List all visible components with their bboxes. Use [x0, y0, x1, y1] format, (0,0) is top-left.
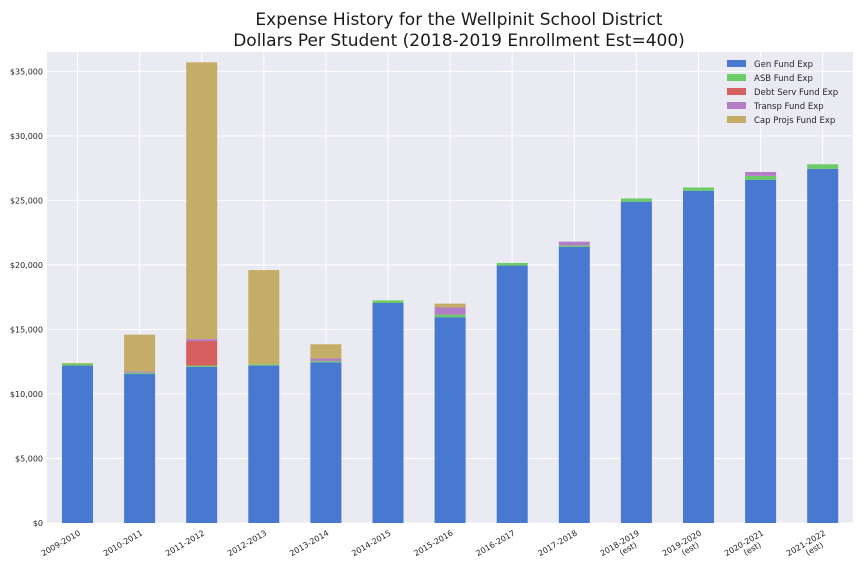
chart-subtitle: Dollars Per Student (2018-2019 Enrollmen… — [233, 31, 685, 51]
y-tick-label: $30,000 — [10, 132, 43, 141]
bar-segment — [124, 372, 156, 374]
bar-segment — [496, 262, 528, 266]
bar-segment — [186, 366, 218, 523]
bar-segment — [434, 314, 466, 318]
x-tick-label-line: 2010-2011 — [102, 529, 144, 559]
x-tick-label: 2021-2022(est) — [785, 529, 827, 559]
bar-segment — [807, 164, 839, 169]
x-tick-label-line: 2012-2013 — [226, 529, 268, 559]
legend-swatch — [727, 74, 746, 81]
x-tick-label-line: 2013-2014 — [288, 529, 330, 559]
bar-segment — [186, 341, 218, 366]
bar-segment — [620, 201, 652, 523]
bar-segment — [372, 302, 404, 523]
bar-segment — [62, 365, 93, 523]
chart-title: Expense History for the Wellpinit School… — [255, 10, 663, 30]
x-tick-label-line: 2017-2018 — [537, 529, 579, 559]
x-tick-label-line: 2011-2012 — [164, 529, 206, 559]
bar-segment — [496, 265, 528, 523]
x-tick-label: 2013-2014 — [288, 529, 330, 559]
y-tick-label: $25,000 — [10, 196, 43, 205]
legend-swatch — [727, 60, 746, 67]
bar-segment — [683, 190, 714, 523]
x-tick-label: 2016-2017 — [474, 529, 516, 559]
x-tick-label-line: 2016-2017 — [474, 529, 516, 559]
bar-segment — [62, 363, 93, 366]
x-tick-label: 2014-2015 — [350, 529, 392, 559]
bar-segment — [620, 198, 652, 202]
legend-swatch — [727, 116, 746, 123]
x-tick-label: 2015-2016 — [412, 529, 454, 559]
bar-segment — [745, 175, 777, 180]
y-tick-label: $0 — [33, 519, 43, 528]
x-tick-label: 2011-2012 — [164, 529, 206, 559]
y-tick-label: $10,000 — [10, 390, 43, 399]
x-tick-label-line: 2015-2016 — [412, 529, 454, 559]
x-tick-label: 2020-2021(est) — [723, 529, 765, 559]
x-tick-label: 2018-2019(est) — [599, 529, 641, 559]
bar-segment — [186, 339, 218, 342]
legend: Gen Fund Exp ASB Fund Exp Debt Serv Fund E… — [727, 60, 838, 126]
bar-segment — [807, 168, 839, 523]
legend-label: Transp Fund Exp — [753, 102, 824, 112]
y-tick-label: $5,000 — [15, 454, 43, 463]
legend-label: Gen Fund Exp — [754, 60, 813, 70]
bars — [62, 62, 839, 524]
x-axis: 2009-2010 2010-2011 2011-2012 2012-2013 2013… — [40, 529, 827, 559]
x-tick-label: 2019-2020(est) — [661, 529, 703, 559]
bar-segment — [248, 364, 280, 366]
bar-segment — [124, 373, 156, 523]
bar-segment — [434, 317, 466, 523]
bar-segment — [372, 300, 404, 303]
bar-segment — [248, 270, 280, 365]
bar-segment — [310, 362, 342, 523]
x-tick-label: 2010-2011 — [102, 529, 144, 559]
x-tick-label: 2017-2018 — [537, 529, 579, 559]
bar-segment — [434, 303, 466, 308]
bar-segment — [434, 307, 466, 315]
y-tick-label: $15,000 — [10, 325, 43, 334]
bar-segment — [745, 172, 777, 176]
x-tick-label-line: 2014-2015 — [350, 529, 392, 559]
legend-label: ASB Fund Exp — [754, 74, 813, 84]
bar-segment — [124, 371, 156, 373]
bar-segment — [248, 365, 280, 523]
bar-segment — [558, 246, 590, 523]
bar-segment — [124, 334, 156, 372]
legend-label: Debt Serv Fund Exp — [754, 88, 838, 98]
bar-segment — [186, 365, 218, 367]
bar-segment — [62, 362, 93, 364]
bar-segment — [745, 179, 777, 524]
bar-segment — [310, 358, 342, 362]
bar-segment — [310, 344, 342, 359]
bar-segment — [310, 361, 342, 363]
legend-swatch — [727, 102, 746, 109]
bar-segment — [558, 245, 590, 247]
x-tick-label: 2009-2010 — [40, 529, 82, 559]
bar-segment — [186, 62, 218, 340]
y-axis: $0 $5,000 $10,000 $15,000 $20,000 $25,000 $30,… — [10, 67, 43, 528]
bar-segment — [683, 187, 714, 191]
x-tick-label-line: 2009-2010 — [40, 529, 82, 559]
x-tick-label: 2012-2013 — [226, 529, 268, 559]
legend-swatch — [727, 88, 746, 95]
y-tick-label: $35,000 — [10, 67, 43, 76]
y-tick-label: $20,000 — [10, 261, 43, 270]
bar-segment — [558, 241, 590, 246]
legend-label: Cap Projs Fund Exp — [754, 116, 835, 126]
